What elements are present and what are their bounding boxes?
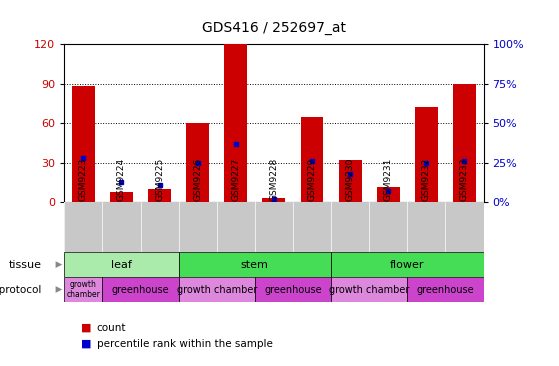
Text: growth
chamber: growth chamber <box>67 280 100 299</box>
Bar <box>186 123 209 202</box>
Bar <box>102 277 179 302</box>
Text: ■: ■ <box>81 339 92 349</box>
Bar <box>179 277 255 302</box>
Bar <box>415 107 438 202</box>
Bar <box>64 252 179 277</box>
Bar <box>301 116 324 202</box>
Text: GDS416 / 252697_at: GDS416 / 252697_at <box>202 21 346 35</box>
Bar <box>453 83 476 202</box>
Text: ■: ■ <box>81 322 92 333</box>
Bar <box>339 160 362 202</box>
Text: stem: stem <box>241 259 269 270</box>
Text: leaf: leaf <box>111 259 132 270</box>
Bar <box>263 198 285 202</box>
Text: tissue: tissue <box>8 259 41 270</box>
Text: percentile rank within the sample: percentile rank within the sample <box>97 339 273 349</box>
Bar <box>408 277 484 302</box>
Text: greenhouse: greenhouse <box>264 284 322 295</box>
Bar <box>224 44 247 202</box>
Text: greenhouse: greenhouse <box>416 284 474 295</box>
Text: growth chamber: growth chamber <box>177 284 257 295</box>
Text: growth protocol: growth protocol <box>0 284 41 295</box>
Text: greenhouse: greenhouse <box>112 284 169 295</box>
Bar <box>72 86 95 202</box>
Bar <box>377 187 400 202</box>
Bar <box>64 277 102 302</box>
Text: count: count <box>97 322 126 333</box>
Bar <box>331 277 408 302</box>
Bar <box>255 277 331 302</box>
Text: flower: flower <box>390 259 424 270</box>
Text: growth chamber: growth chamber <box>329 284 409 295</box>
Bar <box>110 192 133 202</box>
Bar <box>179 252 331 277</box>
Bar <box>148 189 171 202</box>
Bar <box>331 252 484 277</box>
